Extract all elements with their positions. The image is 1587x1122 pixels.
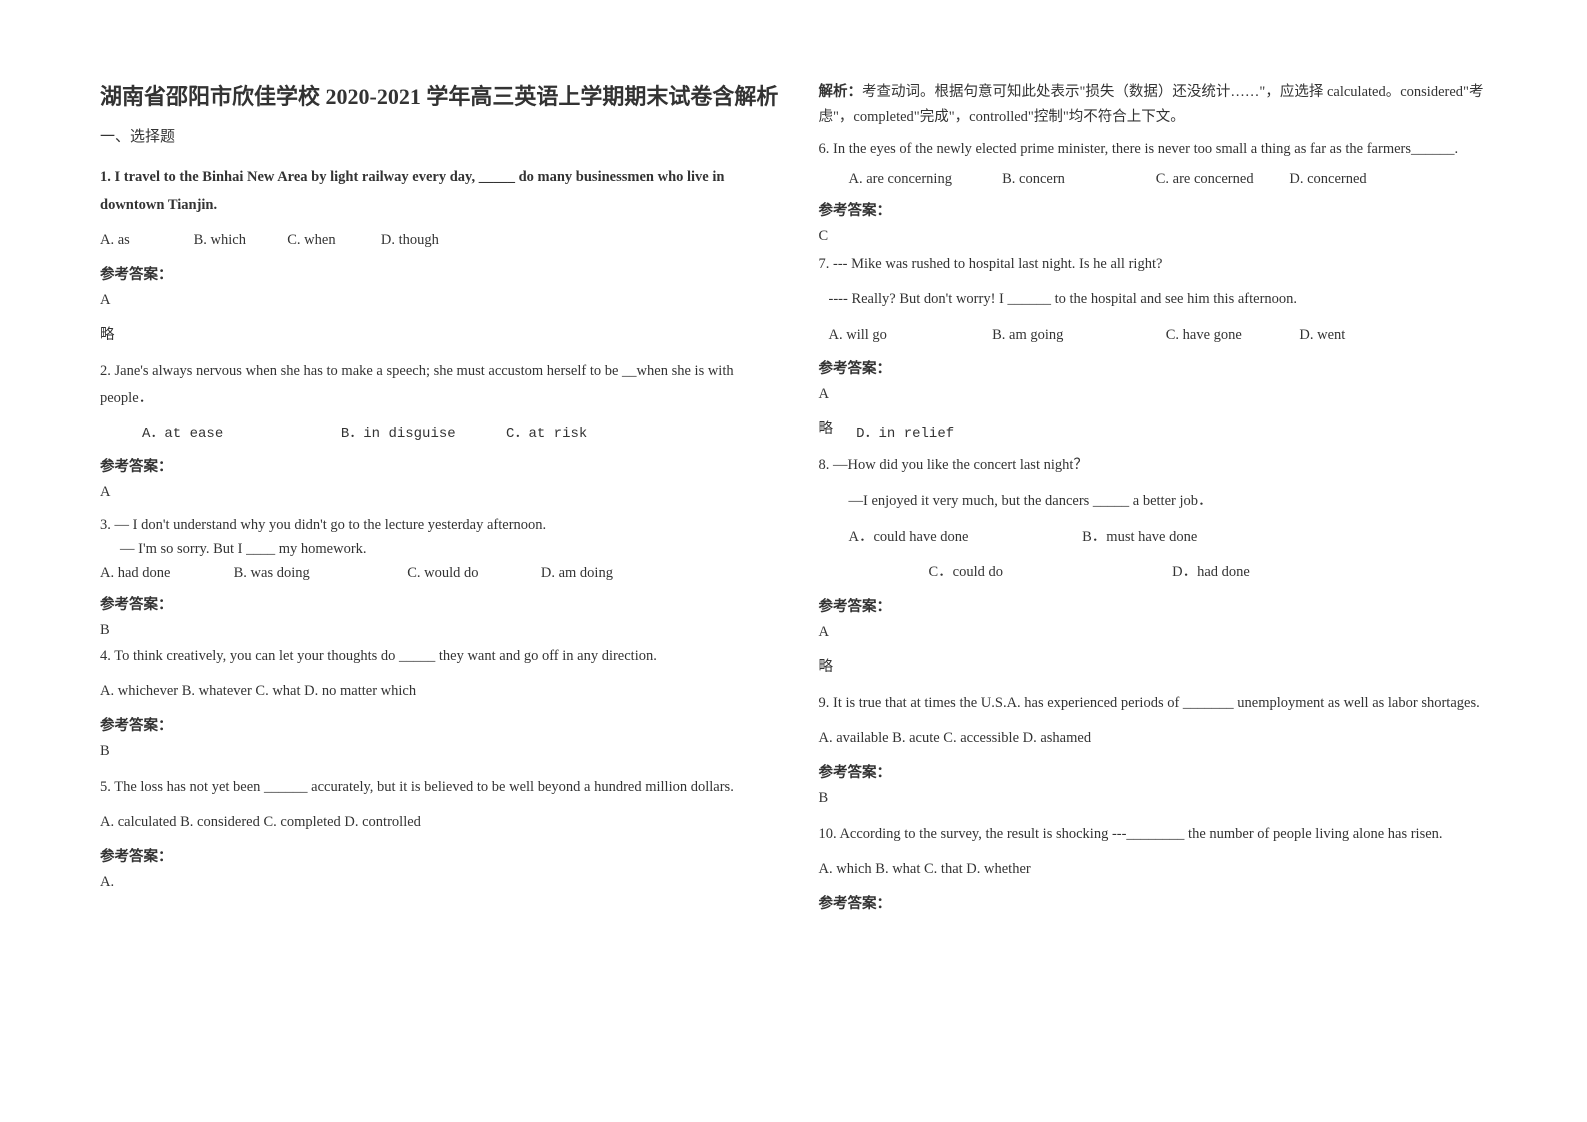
q9-text: 9. It is true that at times the U.S.A. h…	[819, 690, 1498, 718]
q6-opt-c: C. are concerned	[1156, 169, 1286, 191]
q8-opt-b: B．must have done	[1082, 524, 1197, 552]
q7-answer: A	[819, 386, 1498, 403]
q6-text: 6. In the eyes of the newly elected prim…	[819, 139, 1498, 161]
q1-answer: A	[100, 292, 779, 309]
q5-text: 5. The loss has not yet been ______ accu…	[100, 774, 779, 802]
q1-opt-a: A. as	[100, 227, 190, 255]
q4-options: A. whichever B. whatever C. what D. no m…	[100, 678, 779, 706]
q5-answer-label: 参考答案：	[100, 845, 779, 866]
q1-opt-b: B. which	[194, 227, 284, 255]
q2-answer: A	[100, 484, 779, 501]
right-column: 解析：考查动词。根据句意可知此处表示"损失（数据）还没统计……"，应选择 cal…	[819, 80, 1498, 921]
q8-note: 略	[819, 655, 1498, 676]
q8-options-row1: A．could have done B．must have done	[819, 524, 1498, 552]
q3-opt-c: C. would do	[407, 563, 537, 585]
q6-answer-label: 参考答案：	[819, 199, 1498, 220]
q10-options: A. which B. what C. that D. whether	[819, 856, 1498, 884]
q3-line2: — I'm so sorry. But I ____ my homework.	[100, 539, 779, 561]
analysis-text: 考查动词。根据句意可知此处表示"损失（数据）还没统计……"，应选择 calcul…	[819, 84, 1484, 125]
q7-note: 略	[819, 417, 1498, 438]
q1-note: 略	[100, 323, 779, 344]
q8-answer-label: 参考答案：	[819, 595, 1498, 616]
q5-analysis: 解析：考查动词。根据句意可知此处表示"损失（数据）还没统计……"，应选择 cal…	[819, 80, 1498, 129]
q7-line1: 7. --- Mike was rushed to hospital last …	[819, 251, 1498, 279]
q7-answer-label: 参考答案：	[819, 357, 1498, 378]
q3-opt-a: A. had done	[100, 563, 230, 585]
q1-answer-label: 参考答案：	[100, 263, 779, 284]
q7-line2: ---- Really? But don't worry! I ______ t…	[819, 286, 1498, 314]
left-column: 湖南省邵阳市欣佳学校 2020-2021 学年高三英语上学期期末试卷含解析 一、…	[100, 80, 779, 921]
q9-answer: B	[819, 790, 1498, 807]
q2-options: A．at ease B．in disguise C．at risk D．in r…	[100, 421, 779, 448]
q1-text: 1. I travel to the Binhai New Area by li…	[100, 164, 779, 219]
q3-opt-d: D. am doing	[541, 563, 613, 585]
q8-options-row2: C．could do D．had done	[819, 559, 1498, 587]
q6-answer: C	[819, 228, 1498, 245]
q3-line1: 3. — I don't understand why you didn't g…	[100, 515, 779, 537]
q7-opt-a: A. will go	[829, 322, 989, 350]
q5-options: A. calculated B. considered C. completed…	[100, 809, 779, 837]
q6-opt-b: B. concern	[1002, 169, 1152, 191]
q2-answer-label: 参考答案：	[100, 455, 779, 476]
q4-answer-label: 参考答案：	[100, 714, 779, 735]
q9-options: A. available B. acute C. accessible D. a…	[819, 725, 1498, 753]
q8-opt-a: A．could have done	[849, 524, 1079, 552]
document-title: 湖南省邵阳市欣佳学校 2020-2021 学年高三英语上学期期末试卷含解析	[100, 80, 779, 113]
q7-options: A. will go B. am going C. have gone D. w…	[819, 322, 1498, 350]
q4-text: 4. To think creatively, you can let your…	[100, 643, 779, 671]
q6-opt-a: A. are concerning	[849, 169, 999, 191]
q9-answer-label: 参考答案：	[819, 761, 1498, 782]
q4-answer: B	[100, 743, 779, 760]
q6-options: A. are concerning B. concern C. are conc…	[819, 169, 1498, 191]
q1-bold: 1. I travel to the Binhai New Area by li…	[100, 169, 724, 213]
q3-answer-label: 参考答案：	[100, 593, 779, 614]
q10-answer-label: 参考答案：	[819, 892, 1498, 913]
q1-opt-d: D. though	[381, 227, 439, 255]
q7-opt-d: D. went	[1299, 322, 1345, 350]
q3-options: A. had done B. was doing C. would do D. …	[100, 563, 779, 585]
q7-opt-c: C. have gone	[1166, 322, 1296, 350]
q5-answer: A.	[100, 874, 779, 891]
q1-options: A. as B. which C. when D. though	[100, 227, 779, 255]
q3-opt-b: B. was doing	[234, 563, 404, 585]
q10-text: 10. According to the survey, the result …	[819, 821, 1498, 849]
q8-opt-c: C．could do	[929, 559, 1169, 587]
page: 湖南省邵阳市欣佳学校 2020-2021 学年高三英语上学期期末试卷含解析 一、…	[0, 0, 1587, 961]
q8-line2: —I enjoyed it very much, but the dancers…	[819, 488, 1498, 516]
q8-opt-d: D．had done	[1172, 559, 1250, 587]
q2-text: 2. Jane's always nervous when she has to…	[100, 358, 779, 413]
analysis-label: 解析：	[819, 84, 863, 100]
q1-opt-c: C. when	[287, 227, 377, 255]
section-header: 一、选择题	[100, 125, 779, 146]
q8-answer: A	[819, 624, 1498, 641]
q3-answer: B	[100, 622, 779, 639]
q6-opt-d: D. concerned	[1289, 169, 1366, 191]
q7-opt-b: B. am going	[992, 322, 1162, 350]
q8-line1: 8. —How did you like the concert last ni…	[819, 452, 1498, 480]
